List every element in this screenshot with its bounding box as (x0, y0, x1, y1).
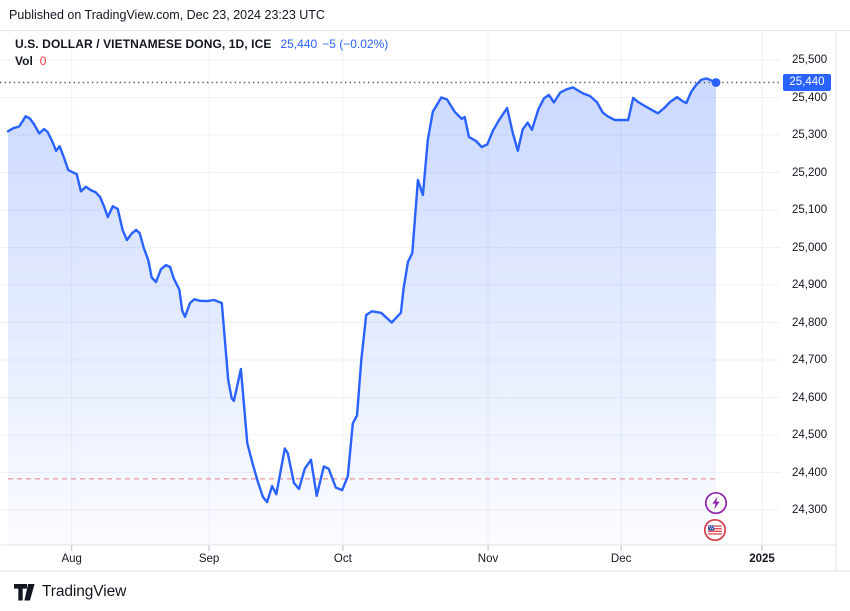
brand-name[interactable]: TradingView (42, 583, 127, 600)
volume-label: Vol (15, 53, 33, 68)
tradingview-logo-icon[interactable] (14, 583, 35, 601)
last-price-value: 25,440 (280, 36, 318, 51)
last-price-badge: 25,440 (783, 74, 831, 91)
symbol-title: U.S. DOLLAR / VIETNAMESE DONG, 1D, ICE (15, 36, 272, 51)
published-note: Published on TradingView.com, Dec 23, 20… (0, 0, 850, 31)
price-area-fill (8, 78, 716, 546)
us-flag-icon[interactable] (703, 518, 727, 542)
last-price-dot (711, 78, 721, 87)
attribution: TradingView (14, 583, 126, 601)
price-line-series (6, 77, 718, 504)
chart-legend: U.S. DOLLAR / VIETNAMESE DONG, 1D, ICE 2… (15, 36, 393, 70)
price-change-value: −5 (−0.02%) (322, 36, 389, 51)
volume-value: 0 (39, 53, 47, 68)
lightning-icon[interactable] (704, 491, 728, 515)
